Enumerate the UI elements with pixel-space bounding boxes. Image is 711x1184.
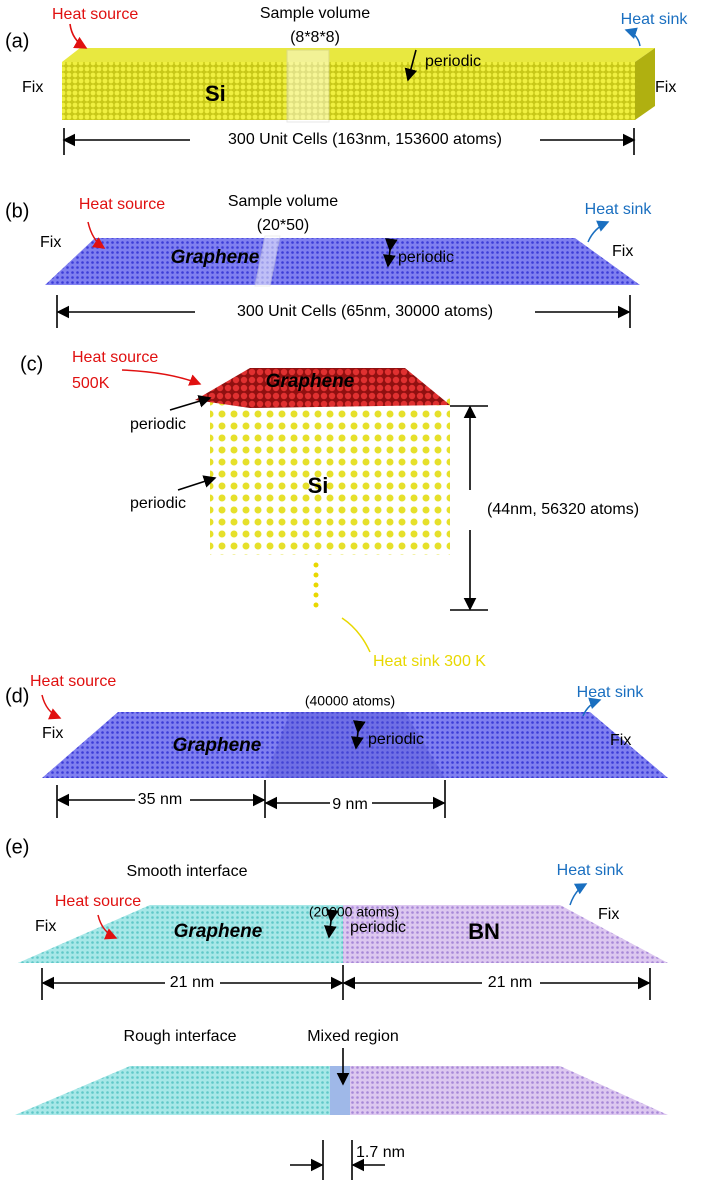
arrow xyxy=(588,222,608,242)
subtitle: Smooth interface xyxy=(127,863,248,880)
heat-source: Heat source xyxy=(52,6,138,23)
fix: Fix xyxy=(22,79,43,96)
heat-sink: Heat sink xyxy=(557,862,625,879)
atom-dot xyxy=(314,583,319,588)
heat-sink: Heat sink xyxy=(577,684,645,701)
heat-sink: Heat sink 300 K xyxy=(373,653,486,670)
atom-count: (20000 atoms) xyxy=(309,904,399,920)
panel-d: Heat source (d) (40000 atoms) Heat sink … xyxy=(5,673,668,818)
mixed-region-label: Mixed region xyxy=(307,1028,399,1045)
periodic: periodic xyxy=(425,53,481,70)
atom-dot xyxy=(314,563,319,568)
panel-label: (d) xyxy=(5,685,29,707)
material: BN xyxy=(468,919,500,944)
sample-size: (20*50) xyxy=(257,217,309,234)
material: Graphene xyxy=(266,371,355,392)
heat-sink: Heat sink xyxy=(621,11,689,28)
fix: Fix xyxy=(655,79,676,96)
fix: Fix xyxy=(35,918,56,935)
material: Graphene xyxy=(173,735,262,756)
dimension: 9 nm xyxy=(332,796,368,813)
material: Graphene xyxy=(174,921,263,942)
si-bar xyxy=(62,62,635,120)
sample-box xyxy=(287,50,329,122)
sample-volume: Sample volume xyxy=(228,193,338,210)
panel-b: (b) Heat source Sample volume (20*50) He… xyxy=(5,193,652,328)
atom-dot xyxy=(314,603,319,608)
heat-source: Heat source xyxy=(30,673,116,690)
panel-a: (a) Heat source Sample volume (8*8*8) He… xyxy=(5,5,688,155)
mixed-region xyxy=(330,1066,350,1115)
atom-count: (40000 atoms) xyxy=(305,693,395,709)
panel-label: (e) xyxy=(5,836,29,858)
material: Si xyxy=(308,473,329,498)
arrow xyxy=(626,30,640,46)
panel-c: (c) Heat source 500K Graphene periodic p… xyxy=(20,349,639,670)
arrow xyxy=(570,884,586,905)
temperature: 500K xyxy=(72,375,110,392)
dimension: 1.7 nm xyxy=(356,1144,405,1161)
bn-sheet xyxy=(350,1066,668,1115)
sample-size: (8*8*8) xyxy=(290,29,340,46)
periodic: periodic xyxy=(130,416,186,433)
fix: Fix xyxy=(40,234,61,251)
atom-dot xyxy=(314,593,319,598)
fix: Fix xyxy=(612,243,633,260)
fix: Fix xyxy=(610,732,631,749)
dimension: (44nm, 56320 atoms) xyxy=(487,501,639,518)
dimension: 35 nm xyxy=(138,791,182,808)
panel-label: (c) xyxy=(20,353,43,375)
periodic: periodic xyxy=(130,495,186,512)
panel-label: (a) xyxy=(5,30,29,52)
arrow xyxy=(70,24,86,48)
si-bar-top xyxy=(62,48,655,62)
dimension: 300 Unit Cells (163nm, 153600 atoms) xyxy=(228,131,502,148)
graphene-sheet xyxy=(15,1066,330,1115)
fix: Fix xyxy=(42,725,63,742)
periodic: periodic xyxy=(368,731,424,748)
heat-source: Heat source xyxy=(72,349,158,366)
dimension: 300 Unit Cells (65nm, 30000 atoms) xyxy=(237,303,493,320)
fix: Fix xyxy=(598,906,619,923)
graphene-sheet xyxy=(45,238,640,285)
arrow xyxy=(42,695,60,718)
periodic: periodic xyxy=(398,249,454,266)
panel-e: (e) Smooth interface Heat source (20000 … xyxy=(5,836,668,1180)
periodic: periodic xyxy=(350,919,406,936)
sample-volume: Sample volume xyxy=(260,5,370,22)
subtitle: Rough interface xyxy=(124,1028,237,1045)
heat-source: Heat source xyxy=(55,893,141,910)
heat-source: Heat source xyxy=(79,196,165,213)
arrow xyxy=(170,398,210,410)
arrow xyxy=(342,618,370,652)
material: Graphene xyxy=(171,247,260,268)
heat-sink: Heat sink xyxy=(585,201,653,218)
dimension: 21 nm xyxy=(170,974,214,991)
figure: (a) Heat source Sample volume (8*8*8) He… xyxy=(0,0,711,1184)
arrow xyxy=(122,370,200,384)
arrow xyxy=(178,478,215,490)
material: Si xyxy=(205,81,226,106)
panel-label: (b) xyxy=(5,200,29,222)
si-block xyxy=(210,395,450,555)
atom-dot xyxy=(314,573,319,578)
dimension: 21 nm xyxy=(488,974,532,991)
